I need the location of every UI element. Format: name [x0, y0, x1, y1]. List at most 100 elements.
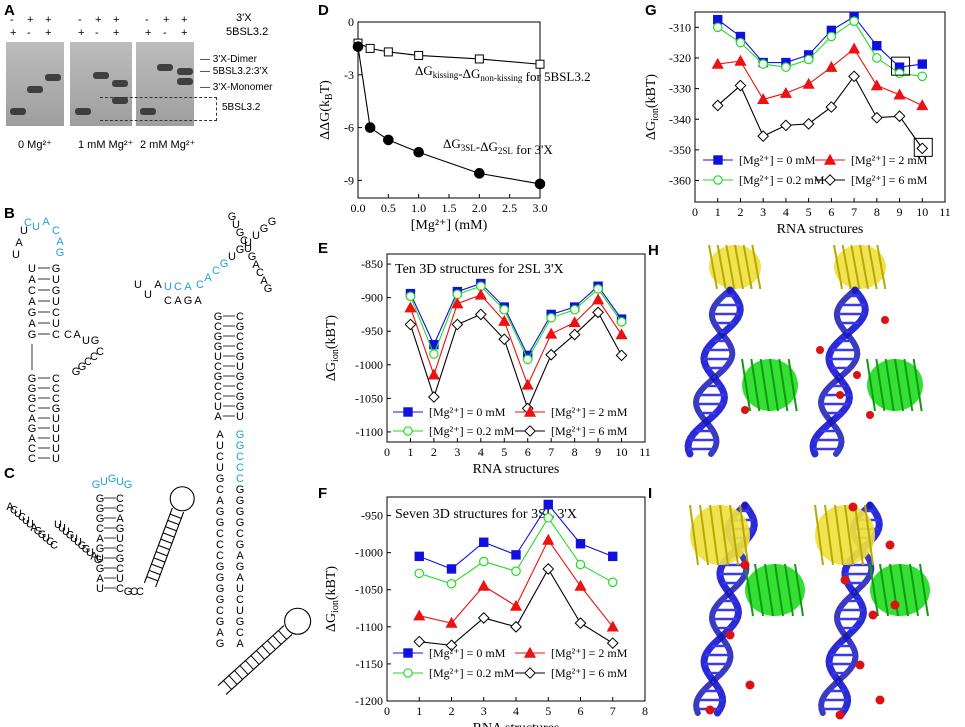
data-point — [510, 620, 522, 633]
nucleotide: A — [216, 429, 224, 441]
nucleotide: U — [52, 296, 60, 308]
nucleotide: C — [236, 528, 244, 540]
data-point — [917, 71, 928, 82]
nucleotide: U — [74, 537, 82, 549]
mg-ion — [890, 600, 900, 610]
mg-ion — [840, 575, 850, 585]
structure-detail — [774, 563, 784, 617]
nucleotide: G — [52, 285, 61, 297]
x-tick-label: 0 — [384, 704, 390, 718]
data-point — [427, 368, 440, 380]
plot-frame — [386, 253, 646, 443]
nucleotide: A — [184, 281, 192, 293]
y-axis-label: ΔΔG(kBT) — [318, 80, 335, 140]
nucleotide: U — [164, 281, 172, 293]
y-tick-label: -320 — [669, 51, 691, 65]
nucleotide: A — [236, 572, 244, 584]
x-tick-label: 9 — [595, 445, 601, 459]
structure-detail — [709, 504, 719, 566]
structure-detail — [834, 504, 844, 566]
y-tick-label: -950 — [361, 509, 383, 523]
data-point — [824, 174, 836, 186]
nucleotide: G — [116, 523, 125, 535]
data-point — [498, 333, 511, 346]
nucleotide: G — [220, 258, 229, 270]
nucleotide: C — [52, 329, 60, 341]
nucleotide: U — [22, 515, 30, 527]
nucleotide: C — [214, 391, 222, 403]
rna-helix — [817, 287, 861, 457]
data-point — [592, 306, 604, 319]
x-tick-label: 11 — [939, 205, 951, 219]
nucleotide: A — [56, 236, 64, 248]
structure-detail — [742, 244, 753, 290]
nucleotide: U — [244, 243, 252, 255]
nucleotide: C — [240, 235, 248, 247]
nucleotide: G — [236, 517, 245, 529]
subscript: non-kissing — [480, 73, 523, 83]
condition-label: 2 mM Mg²⁺ — [140, 139, 196, 151]
subscript: 2SL — [498, 146, 513, 156]
data-point — [474, 288, 487, 300]
structure-detail — [699, 504, 709, 566]
nucleotide: C — [216, 605, 224, 617]
nucleotide: A — [214, 411, 222, 423]
data-point — [734, 54, 747, 66]
nucleotide: A — [28, 413, 36, 425]
mg-ion — [740, 560, 750, 570]
x-tick-label: 6 — [828, 205, 834, 219]
structure-detail — [884, 358, 895, 412]
x-tick-label: 5 — [545, 704, 551, 718]
nucleotide: C — [236, 451, 244, 463]
x-tick-label: 3 — [454, 445, 460, 459]
x-tick-label: 1 — [715, 205, 721, 219]
nucleotide: G — [236, 539, 245, 551]
structure-detail — [719, 504, 729, 566]
x-tick-label: 2 — [449, 704, 455, 718]
mg-ion — [881, 316, 889, 324]
nucleotide: G — [124, 586, 133, 598]
nucleotide: U — [236, 411, 244, 423]
data-point — [414, 50, 424, 60]
x-tick-label: 8 — [874, 205, 880, 219]
x-tick-label: 1.0 — [411, 201, 426, 215]
data-point — [414, 551, 424, 562]
data-point — [534, 178, 546, 190]
nucleotide: G — [236, 484, 245, 496]
data-point — [569, 304, 580, 315]
legend-label: [Mg²⁺] = 2 mM — [551, 405, 628, 419]
nucleotide: G — [216, 561, 225, 573]
band-label-complex: — 5BSL3.2:3'X — [200, 66, 269, 77]
legend-label: [Mg²⁺] = 6 mM — [551, 424, 628, 438]
legend-label: [Mg²⁺] = 0.2 mM — [739, 173, 825, 187]
x-tick-label: 0.0 — [351, 201, 366, 215]
x-tick-label: 7 — [548, 445, 554, 459]
nucleotide: C — [52, 373, 60, 385]
nucleotide: U — [12, 249, 20, 261]
nucleotide: A — [30, 522, 38, 534]
nucleotide: U — [214, 351, 222, 363]
nucleotide: G — [66, 530, 75, 542]
nucleotide: U — [26, 519, 34, 531]
nucleotide: G — [216, 473, 225, 485]
data-point — [711, 99, 724, 112]
nucleotide: G — [236, 227, 245, 239]
structure-detail — [759, 358, 770, 412]
nucleotide: G — [236, 561, 245, 573]
x-tick-label: 1 — [416, 704, 422, 718]
x-tick-label: 1.5 — [442, 201, 457, 215]
data-point — [757, 93, 770, 105]
nucleotide: A — [6, 501, 14, 513]
band-label-5bsl: 5BSL3.2 — [222, 102, 261, 113]
structure-detail — [859, 244, 869, 290]
data-point — [479, 537, 489, 547]
data-point — [916, 142, 929, 155]
nucleotide: A — [96, 533, 104, 545]
data-point — [848, 42, 861, 54]
structure-detail — [824, 504, 834, 566]
ladder-rung — [158, 544, 170, 551]
data-point — [574, 617, 587, 630]
nucleotide: G — [28, 307, 37, 319]
